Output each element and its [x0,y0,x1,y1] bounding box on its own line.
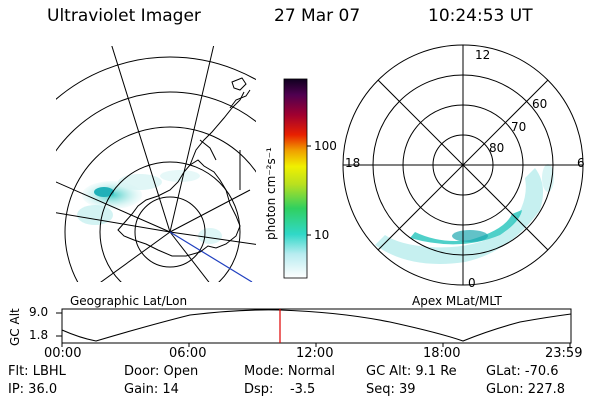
timeline-y-label: GC Alt [8,308,22,346]
info-gcalt: GC Alt: 9.1 Re [366,364,457,379]
mlat-label-70: 70 [511,120,527,134]
aurora-emission-right [375,164,554,264]
geographic-map [56,46,256,282]
aurora-emission-left [77,170,222,244]
colorbar-label-100: 100 [314,139,337,153]
mlat-mlt-map [342,44,584,286]
timeline-xtick-label: 06:00 [169,346,207,361]
timeline-xtick-label: 18:00 [423,346,461,361]
timeline-ytick-label: 1.8 [29,328,49,342]
timeline-xtick-label: 23:59 [545,346,583,361]
mlt-label-12: 12 [475,48,491,62]
time-label: 10:24:53 UT [428,6,533,26]
mlt-label-6: 6 [577,156,585,170]
info-flt: Flt: LBHL [8,364,66,379]
timeline-ytick-label: 9.0 [29,305,49,319]
timeline-plot [56,308,572,347]
colorbar-label-10: 10 [314,228,330,242]
date-label: 27 Mar 07 [274,6,361,26]
info-seq: Seq: 39 [366,382,416,397]
info-dsp: Dsp: -3.5 [244,382,316,397]
instrument-title: Ultraviolet Imager [47,6,201,26]
timeline-xtick-label: 12:00 [296,346,334,361]
timeline-xtick-label: 00:00 [44,346,82,361]
mlat-label-80: 80 [489,141,505,155]
colorbar-unit-label: photon cm⁻²s⁻¹ [264,147,278,240]
info-glon: GLon: 227.8 [486,382,566,397]
info-gain: Gain: 14 [124,382,179,397]
colorbar [283,78,311,279]
mlt-label-0: 0 [468,276,476,290]
altitude-curve [61,309,572,342]
left-map-caption: Geographic Lat/Lon [70,294,188,308]
info-ip: IP: 36.0 [8,382,58,397]
mlt-label-18: 18 [345,156,361,170]
right-map-caption: Apex MLat/MLT [412,294,502,308]
info-door: Door: Open [124,364,199,379]
mlat-label-60: 60 [532,97,548,111]
info-glat: GLat: -70.6 [486,364,559,379]
info-mode: Mode: Normal [244,364,335,379]
